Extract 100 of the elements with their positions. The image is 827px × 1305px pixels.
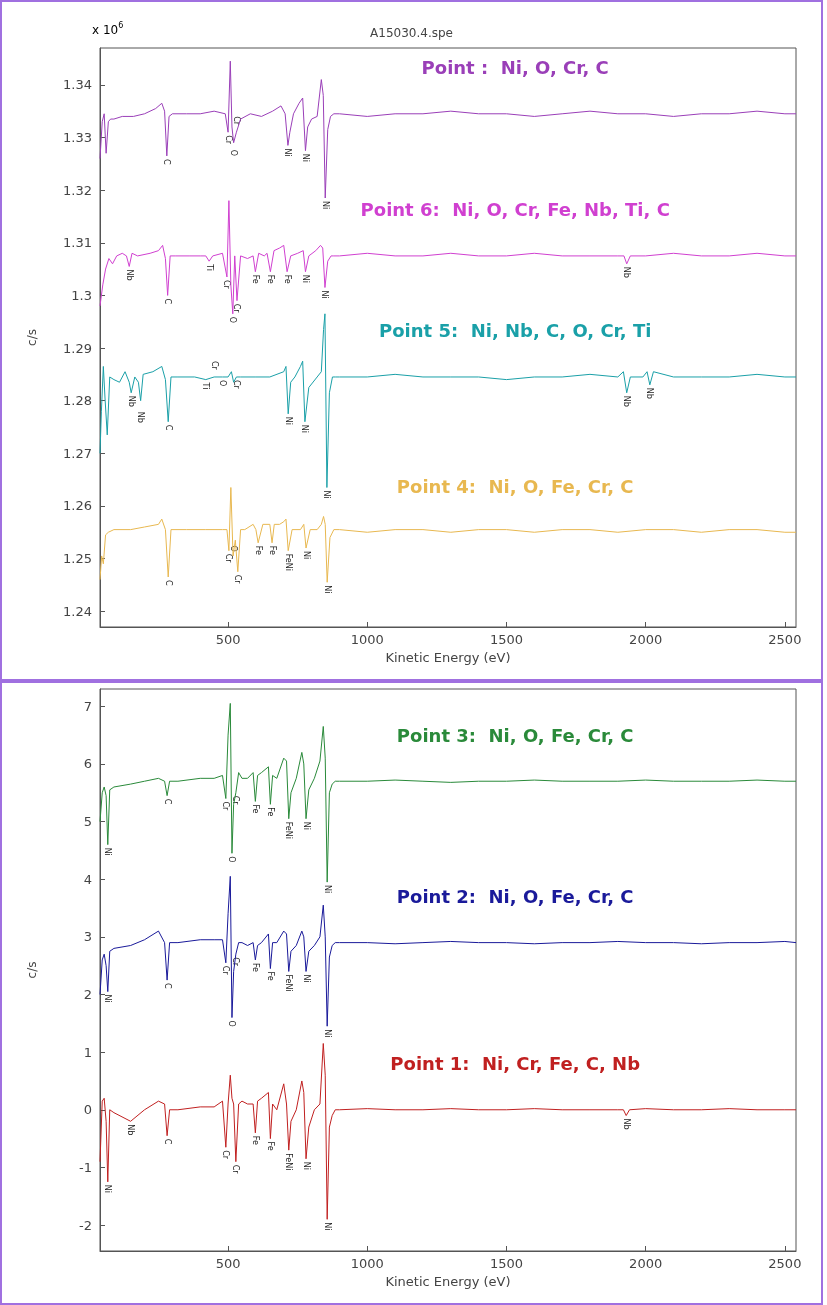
line-series: [99, 1042, 797, 1220]
y-tick-label: 4: [83, 871, 92, 887]
y-tick-label: -2: [79, 1217, 92, 1233]
annotation: Fe: [265, 971, 275, 981]
line-series: [99, 200, 797, 315]
annotation: Cr: [231, 957, 241, 967]
annotation: Nb: [126, 1124, 136, 1136]
y-tick-label: 1.31: [63, 235, 92, 251]
series-label: Point : Ni, O, Cr, C: [421, 57, 609, 79]
line-series: [99, 702, 797, 883]
series-label: Point 6: Ni, O, Cr, Fe, Nb, Ti, C: [360, 199, 670, 221]
annotation: Ni: [301, 1161, 311, 1170]
annotation: O: [218, 379, 227, 387]
annotation: Ni: [103, 847, 113, 856]
annotation: Fe: [250, 962, 260, 973]
y-tick-label: 1.32: [63, 182, 92, 198]
annotation: Fe: [267, 545, 277, 555]
annotation: Ni: [301, 974, 311, 983]
annotation: Cr: [231, 116, 241, 126]
y-tick-label: 1.34: [63, 77, 92, 93]
annotation: Fe: [250, 1135, 260, 1145]
annotation: Cr: [231, 379, 241, 390]
annotation: FeNi: [284, 1153, 294, 1171]
annotation: Cr: [223, 135, 233, 145]
series-label: Point 2: Ni, O, Fe, Cr, C: [396, 886, 634, 908]
annotation: Cr: [221, 965, 231, 976]
annotation: Cr: [221, 801, 231, 812]
x-tick-label: 2500: [768, 632, 802, 647]
annotation: Ni: [322, 1222, 332, 1231]
y-tick-label: 1.3: [71, 287, 92, 303]
line-series: [99, 60, 797, 199]
x-tick-label: 500: [215, 1256, 241, 1271]
y-tick-label: 1.26: [63, 498, 92, 514]
x-tick-label: 1500: [489, 1256, 524, 1271]
annotation: C: [162, 158, 172, 165]
x-tick-label: 1000: [350, 632, 384, 647]
annotation: O: [228, 545, 238, 552]
annotation: Cr: [231, 795, 241, 806]
x-axis-title: Kinetic Energy (eV): [385, 1274, 511, 1289]
annotation: Ni: [103, 994, 113, 1003]
annotation: Ti: [201, 381, 211, 390]
annotation: Ni: [300, 424, 310, 433]
annotation: C: [162, 983, 172, 990]
annotation: Nb: [136, 411, 146, 423]
x-axis-title: Kinetic Energy (eV): [385, 650, 511, 665]
y-tick-label: 1.27: [63, 445, 92, 461]
annotation: C: [162, 798, 172, 805]
y-tick-label: 7: [83, 698, 92, 714]
annotation: Ni: [300, 153, 310, 162]
annotation: Cr: [224, 553, 234, 564]
y-tick-label: 1.28: [63, 393, 92, 409]
y-tick-label: 1.24: [63, 603, 92, 619]
annotation: Ni: [301, 551, 311, 560]
annotation: Cr: [221, 1150, 231, 1160]
annotation: C: [163, 298, 173, 305]
annotation: Ni: [322, 1029, 332, 1038]
line-series: [99, 875, 797, 1027]
annotation: Fe: [265, 807, 275, 817]
annotation: O: [227, 856, 237, 863]
annotation: O: [228, 316, 238, 324]
y-tick-label: -1: [79, 1159, 92, 1175]
annotation: Nb: [622, 395, 632, 407]
annotation: Fe: [250, 274, 260, 284]
annotation: Nb: [622, 266, 632, 278]
annotation: Cr: [231, 1164, 241, 1175]
annotation: Ni: [283, 416, 293, 426]
annotation: Ni: [283, 148, 293, 157]
x-tick-label: 2000: [629, 1256, 663, 1271]
annotation: Ni: [322, 585, 332, 594]
annotation: Nb: [126, 395, 136, 407]
y-tick-label: 6: [83, 756, 92, 772]
annotation: Ni: [322, 885, 332, 894]
annotation: Ni: [320, 290, 330, 299]
annotation: Ti: [204, 263, 214, 272]
annotation: Cr: [209, 360, 219, 371]
annotation: Cr: [233, 574, 243, 585]
x-tick-label: 1500: [489, 632, 524, 647]
annotation: Fe: [265, 1141, 275, 1151]
annotation: Nb: [645, 387, 655, 399]
y-axis-title: c/s: [25, 329, 39, 346]
y-tick-label: 2: [83, 987, 92, 1002]
annotation: Ni: [322, 490, 332, 499]
x-tick-label: 1000: [350, 1256, 384, 1271]
annotation: Nb: [124, 269, 134, 281]
series-label: Point 3: Ni, O, Fe, Cr, C: [396, 724, 634, 746]
annotation: FeNi: [284, 974, 294, 992]
y-tick-label: 1.25: [63, 551, 92, 567]
annotation: Ni: [103, 1184, 113, 1194]
annotation: Fe: [282, 274, 292, 284]
annotation: Ni: [320, 201, 330, 210]
series-label: Point 1: Ni, Cr, Fe, C, Nb: [390, 1053, 641, 1075]
chart-title: A15030.4.spe: [370, 26, 453, 40]
annotation: FeNi: [283, 553, 293, 571]
series-label: Point 5: Ni, Nb, C, O, Cr, Ti: [379, 320, 652, 342]
y-axis-title: c/s: [25, 961, 39, 979]
annotation: C: [163, 580, 173, 586]
annotation: Cr: [222, 279, 232, 290]
annotation: Ni: [300, 274, 310, 283]
annotation: C: [162, 1138, 172, 1145]
annotation: Cr: [232, 303, 242, 314]
